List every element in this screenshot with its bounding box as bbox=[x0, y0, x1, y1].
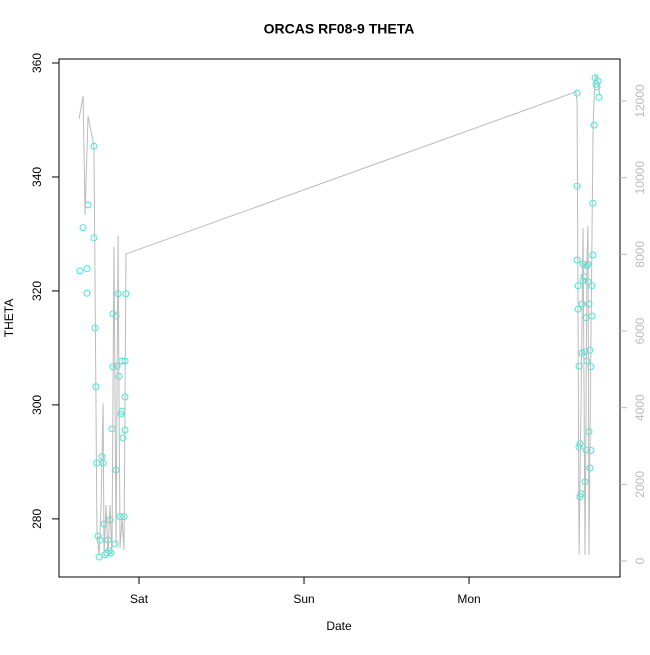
x-axis-label: Date bbox=[326, 619, 352, 633]
point bbox=[83, 265, 91, 273]
point bbox=[589, 251, 597, 259]
x-tick-label: Mon bbox=[457, 592, 480, 606]
y-tick-label: 340 bbox=[30, 167, 44, 187]
point bbox=[79, 224, 87, 232]
chart-title: ORCAS RF08-9 THETA bbox=[264, 21, 415, 37]
y-tick-label: 300 bbox=[30, 395, 44, 415]
y-tick-label: 280 bbox=[30, 509, 44, 529]
y2-tick-label: 12000 bbox=[633, 84, 647, 118]
point bbox=[573, 256, 581, 264]
point bbox=[585, 300, 593, 308]
point bbox=[577, 490, 585, 498]
altitude-line bbox=[78, 75, 601, 557]
y2-tick-label: 2000 bbox=[633, 471, 647, 498]
y-tick-label: 360 bbox=[30, 53, 44, 73]
point bbox=[76, 267, 84, 275]
y2-tick-label: 8000 bbox=[633, 241, 647, 268]
point bbox=[573, 89, 581, 97]
point bbox=[595, 93, 603, 101]
y2-tick-label: 4000 bbox=[633, 394, 647, 421]
y2-tick-label: 6000 bbox=[633, 317, 647, 344]
plot-frame bbox=[58, 58, 621, 578]
point bbox=[587, 446, 595, 454]
point bbox=[586, 346, 594, 354]
point bbox=[83, 289, 91, 297]
x-tick-label: Sat bbox=[130, 592, 149, 606]
point bbox=[588, 312, 596, 320]
y-tick-label: 320 bbox=[30, 281, 44, 301]
point bbox=[575, 362, 583, 370]
y2-tick-label: 0 bbox=[633, 557, 647, 564]
point bbox=[590, 121, 598, 129]
x-tick-label: Sun bbox=[293, 592, 314, 606]
y-axis-label: THETA bbox=[2, 299, 16, 337]
point bbox=[90, 234, 98, 242]
point bbox=[119, 434, 127, 442]
y2-tick-label: 10000 bbox=[633, 161, 647, 195]
point bbox=[589, 199, 597, 207]
